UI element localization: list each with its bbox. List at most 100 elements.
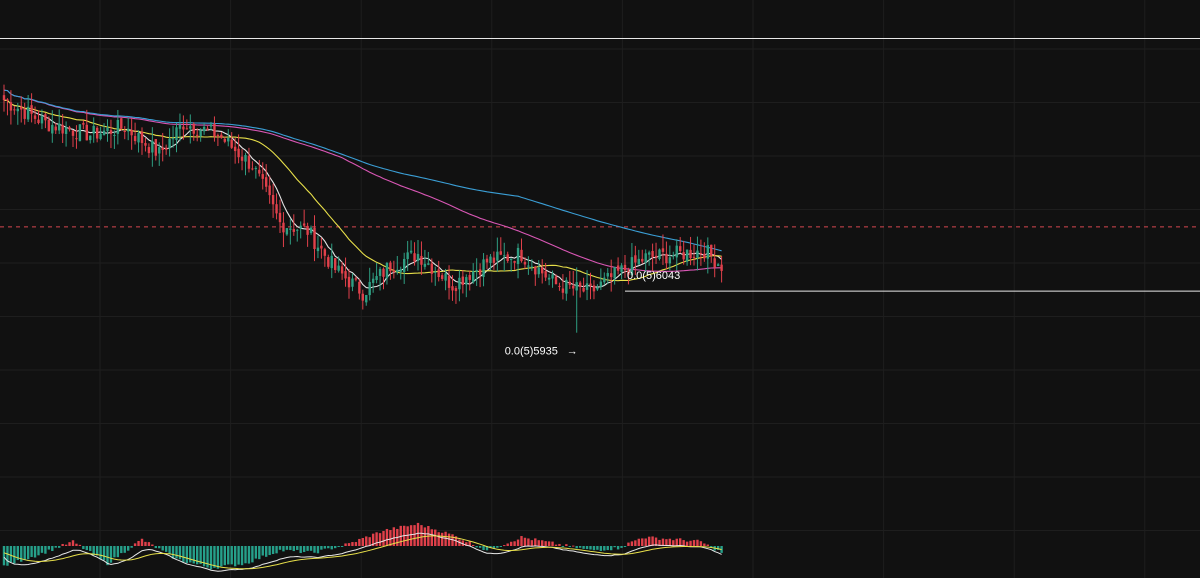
candle-body: [589, 283, 592, 286]
macd-histogram-bar: [23, 546, 26, 561]
candle-body: [323, 249, 327, 256]
macd-histogram-bar: [544, 541, 547, 546]
macd-histogram-bar: [375, 532, 378, 546]
candle-body: [689, 249, 692, 258]
candle-body: [478, 269, 482, 275]
candle-body: [337, 265, 340, 271]
macd-histogram-bar: [651, 536, 654, 546]
macd-histogram-bar: [465, 542, 468, 546]
candle-body: [82, 123, 85, 125]
macd-histogram-bar: [582, 546, 585, 549]
macd-histogram-bar: [696, 539, 699, 546]
candle-body: [413, 253, 416, 262]
macd-histogram-bar: [499, 546, 502, 547]
macd-histogram-bar: [413, 525, 416, 546]
candle-body: [351, 278, 354, 287]
candle-body: [368, 281, 371, 296]
candle-body: [416, 253, 420, 261]
candle-body: [465, 277, 468, 285]
candle-body: [668, 257, 672, 264]
candle-body: [344, 271, 347, 279]
candle-body: [189, 126, 192, 129]
macd-histogram-bar: [378, 533, 382, 546]
macd-histogram-bar: [199, 546, 202, 565]
macd-histogram-bar: [665, 539, 668, 546]
macd-histogram-bar: [337, 546, 340, 547]
macd-histogram-bar: [206, 546, 209, 568]
candle-body: [161, 147, 164, 150]
macd-histogram-bar: [196, 546, 199, 565]
candle-body: [340, 266, 344, 274]
candle-body: [306, 225, 309, 235]
macd-histogram-bar: [530, 540, 534, 546]
candle-body: [220, 134, 223, 138]
macd-histogram-bar: [492, 546, 496, 549]
candle-body: [458, 277, 461, 290]
candle-body: [9, 102, 13, 111]
macd-histogram-bar: [627, 542, 630, 546]
candle-body: [530, 266, 534, 268]
macd-histogram-bar: [654, 537, 658, 546]
macd-histogram-bar: [485, 546, 489, 551]
macd-histogram-bar: [175, 546, 178, 559]
candle-body: [472, 271, 475, 283]
macd-histogram-bar: [440, 532, 444, 546]
candle-body: [620, 265, 623, 272]
level-price-label: 0.0(5)6043: [627, 270, 680, 282]
candle-body: [682, 252, 685, 260]
candle-body: [572, 285, 575, 289]
candle-body: [482, 259, 485, 277]
candle-body: [578, 282, 582, 287]
candle-body: [516, 247, 520, 265]
candle-body: [133, 136, 137, 142]
macd-histogram-bar: [516, 539, 520, 546]
macd-histogram-bar: [178, 546, 182, 560]
macd-histogram-bar: [661, 538, 665, 546]
macd-histogram-bar: [85, 546, 88, 551]
candle-body: [554, 276, 558, 285]
candle-body: [596, 287, 599, 290]
macd-histogram-bar: [320, 546, 323, 550]
candle-body: [20, 106, 23, 110]
candle-body: [710, 244, 713, 256]
macd-histogram-bar: [358, 538, 361, 546]
candle-body: [558, 285, 561, 287]
candle-body: [672, 255, 675, 257]
macd-histogram-bar: [437, 532, 440, 546]
macd-histogram-bar: [565, 544, 568, 546]
candle-body: [506, 254, 509, 261]
macd-histogram-bar: [251, 546, 254, 563]
macd-histogram-bar: [9, 546, 13, 563]
candle-body: [113, 134, 116, 136]
macd-histogram-bar: [99, 546, 102, 559]
candle-body: [92, 125, 95, 134]
macd-histogram-bar: [64, 544, 68, 546]
macd-histogram-bar: [323, 546, 327, 549]
macd-histogram-bar: [447, 533, 451, 546]
candle-body: [444, 273, 447, 281]
macd-histogram-bar: [44, 546, 47, 554]
macd-histogram-bar: [109, 546, 113, 563]
candle-body: [503, 255, 506, 257]
candle-body: [475, 269, 478, 273]
candle-body: [309, 227, 313, 234]
candle-body: [2, 95, 6, 101]
candle-body: [154, 139, 157, 156]
candle-body: [120, 118, 123, 129]
macd-histogram-bar: [692, 540, 696, 546]
macd-histogram-bar: [330, 546, 333, 550]
candle-body: [247, 155, 251, 169]
candle-body: [54, 126, 57, 131]
macd-histogram-bar: [227, 546, 230, 565]
macd-histogram-bar: [496, 546, 499, 548]
macd-histogram-bar: [710, 546, 713, 547]
macd-line: [3, 532, 722, 572]
candle-body: [720, 264, 723, 271]
macd-histogram-bar: [51, 546, 54, 552]
macd-histogram-bar: [644, 538, 647, 546]
candle-body: [565, 279, 568, 294]
candle-body: [6, 99, 9, 101]
candle-body: [26, 106, 30, 120]
